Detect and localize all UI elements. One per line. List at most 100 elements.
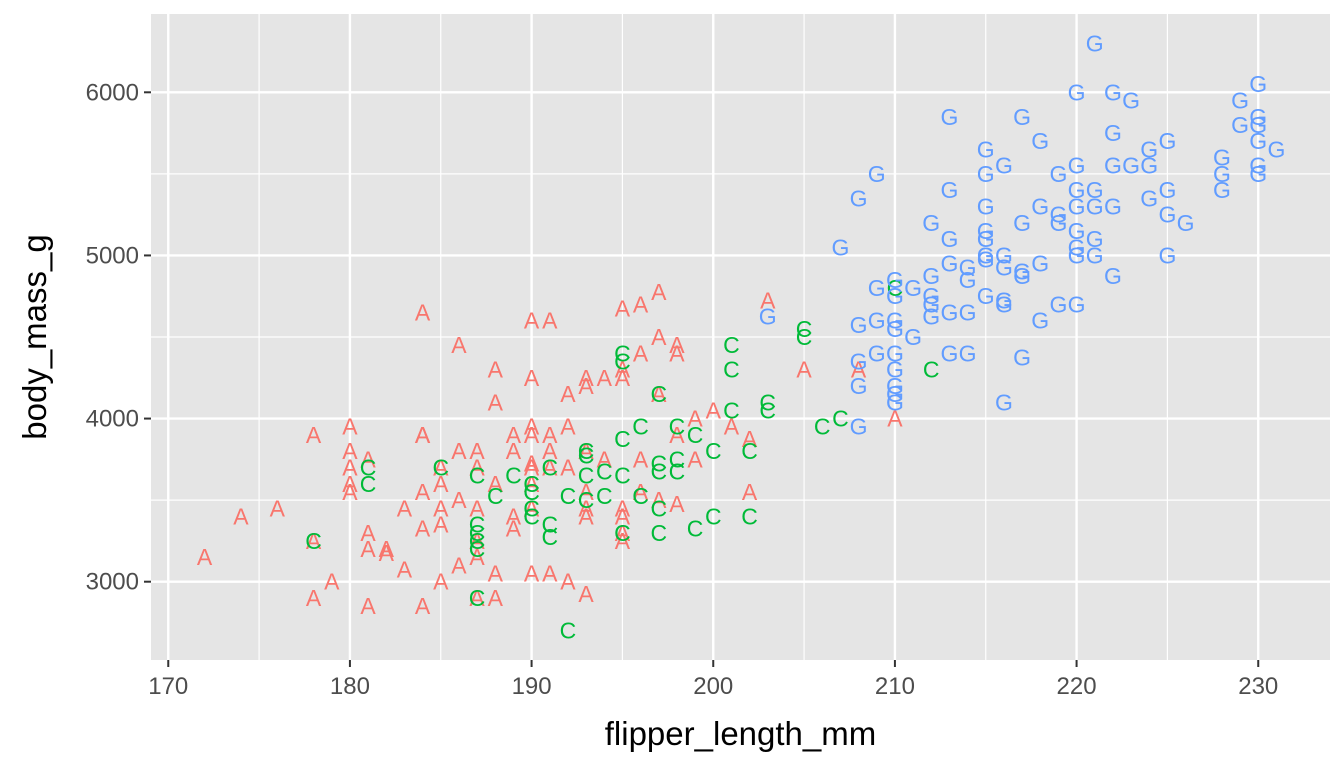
data-point-g: G xyxy=(886,267,904,293)
data-point-g: G xyxy=(1140,136,1158,162)
x-axis-title: flipper_length_mm xyxy=(605,715,876,752)
data-point-g: G xyxy=(1013,263,1031,289)
data-point-a: A xyxy=(851,357,867,383)
data-point-g: G xyxy=(995,242,1013,268)
data-point-c: C xyxy=(723,332,740,358)
data-point-g: G xyxy=(1068,177,1086,203)
data-point-a: A xyxy=(615,357,631,383)
data-point-g: G xyxy=(1249,104,1267,130)
data-point-g: G xyxy=(1122,87,1140,113)
major-gridlines xyxy=(151,14,1330,660)
data-point-c: C xyxy=(632,414,649,440)
data-point-a: A xyxy=(342,479,358,505)
data-point-a: A xyxy=(415,300,431,326)
data-point-g: G xyxy=(1231,112,1249,138)
data-point-g: G xyxy=(1049,202,1067,228)
data-point-g: G xyxy=(922,291,940,317)
data-point-g: G xyxy=(1249,153,1267,179)
data-point-c: C xyxy=(523,471,540,497)
data-point-a: A xyxy=(615,528,631,554)
data-point-a: A xyxy=(742,479,758,505)
data-point-g: G xyxy=(1013,344,1031,370)
data-point-a: A xyxy=(469,495,485,521)
data-point-g: G xyxy=(1213,177,1231,203)
data-point-g: G xyxy=(977,247,995,273)
data-point-g: G xyxy=(1249,71,1267,97)
data-point-c: C xyxy=(796,316,813,342)
data-point-c: C xyxy=(487,483,504,509)
minor-gridlines xyxy=(151,14,1330,660)
data-point-g: G xyxy=(940,251,958,277)
data-point-g: G xyxy=(1068,79,1086,105)
data-point-a: A xyxy=(542,455,558,481)
data-point-a: A xyxy=(651,279,667,305)
data-point-a: A xyxy=(506,516,522,542)
data-point-c: C xyxy=(614,520,631,546)
y-tick-label: 3000 xyxy=(86,569,139,596)
data-point-c: C xyxy=(305,528,322,554)
data-point-g: G xyxy=(1031,193,1049,219)
data-point-a: A xyxy=(451,487,467,513)
data-point-g: G xyxy=(1049,210,1067,236)
data-point-g: G xyxy=(904,324,922,350)
data-point-g: G xyxy=(850,185,868,211)
data-point-g: G xyxy=(995,153,1013,179)
data-point-a: A xyxy=(615,295,631,321)
data-point-g: G xyxy=(1213,161,1231,187)
data-point-g: G xyxy=(1104,79,1122,105)
data-point-a: A xyxy=(542,422,558,448)
data-point-a: A xyxy=(578,373,594,399)
data-point-g: G xyxy=(868,308,886,334)
data-point-g: G xyxy=(886,357,904,383)
data-point-g: G xyxy=(977,283,995,309)
data-point-g: G xyxy=(886,340,904,366)
data-point-a: A xyxy=(669,491,685,517)
data-point-g: G xyxy=(1249,128,1267,154)
data-point-a: A xyxy=(578,495,594,521)
data-point-a: A xyxy=(633,479,649,505)
data-point-a: A xyxy=(415,422,431,448)
data-point-a: A xyxy=(760,287,776,313)
data-point-c: C xyxy=(432,455,449,481)
data-point-c: C xyxy=(669,414,686,440)
data-point-a: A xyxy=(415,479,431,505)
data-point-g: G xyxy=(940,340,958,366)
data-point-c: C xyxy=(669,459,686,485)
data-point-a: A xyxy=(451,552,467,578)
data-point-g: G xyxy=(1213,145,1231,171)
data-point-g: G xyxy=(868,275,886,301)
data-point-a: A xyxy=(397,495,413,521)
data-point-a: A xyxy=(615,503,631,529)
data-point-g: G xyxy=(1104,193,1122,219)
data-point-a: A xyxy=(306,585,322,611)
data-point-g: G xyxy=(940,177,958,203)
data-point-g: G xyxy=(940,300,958,326)
data-point-a: A xyxy=(360,536,376,562)
data-point-a: A xyxy=(270,495,286,521)
data-point-a: A xyxy=(687,406,703,432)
data-point-a: A xyxy=(488,585,504,611)
data-point-g: G xyxy=(1267,136,1285,162)
data-point-a: A xyxy=(578,365,594,391)
data-point-a: A xyxy=(524,422,540,448)
data-point-a: A xyxy=(524,455,540,481)
data-point-a: A xyxy=(524,450,540,476)
data-point-g: G xyxy=(850,312,868,338)
data-point-a: A xyxy=(433,495,449,521)
data-point-a: A xyxy=(433,471,449,497)
data-point-a: A xyxy=(415,422,431,448)
data-point-a: A xyxy=(197,544,213,570)
data-point-c: C xyxy=(741,503,758,529)
data-point-c: C xyxy=(759,389,776,415)
data-point-g: G xyxy=(1068,153,1086,179)
data-point-g: G xyxy=(1013,259,1031,285)
data-point-a: A xyxy=(633,291,649,317)
data-point-a: A xyxy=(342,414,358,440)
data-point-a: A xyxy=(397,556,413,582)
data-point-g: G xyxy=(886,283,904,309)
data-point-g: G xyxy=(850,373,868,399)
data-point-c: C xyxy=(541,455,558,481)
data-point-c: C xyxy=(469,463,486,489)
data-point-g: G xyxy=(977,193,995,219)
